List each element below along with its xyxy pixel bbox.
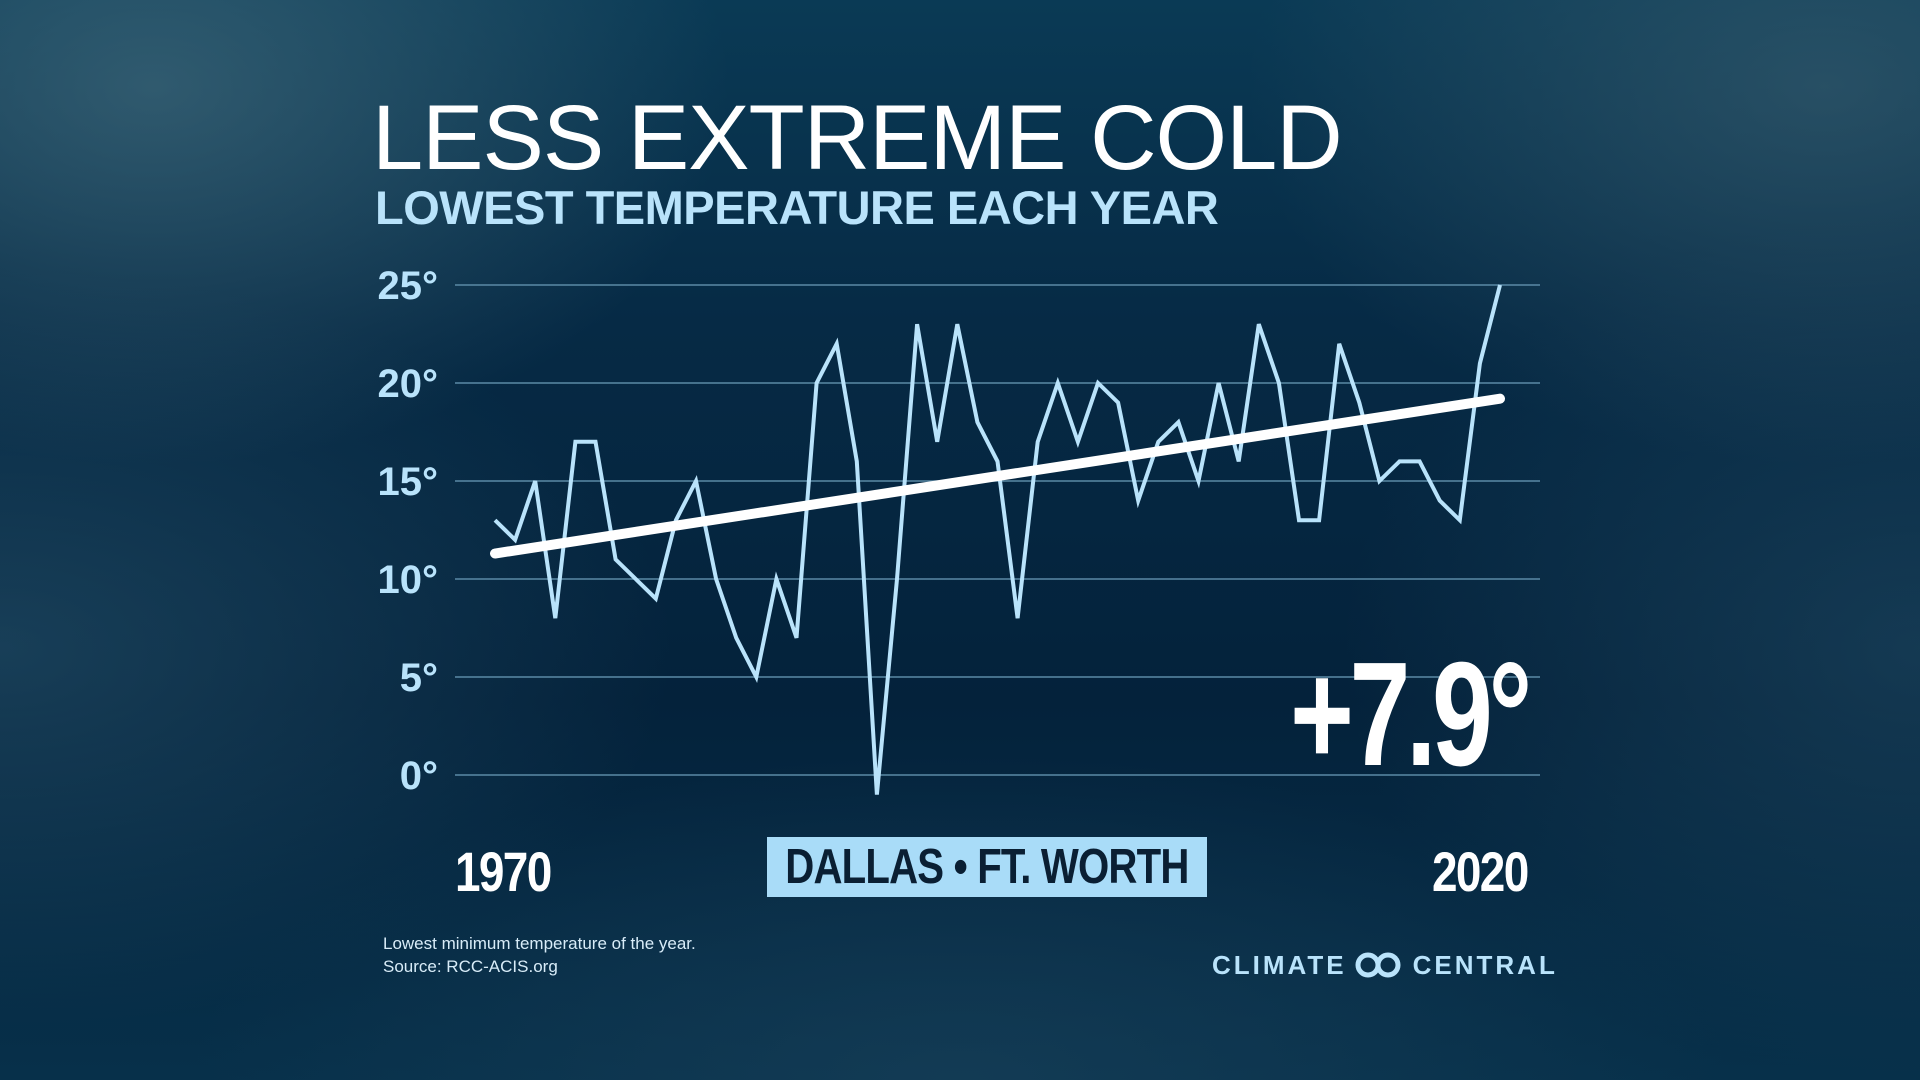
y-axis-ticks: 25° 20° 15° 10° 5° 0° xyxy=(378,264,439,798)
location-badge: DALLAS • FT. WORTH xyxy=(767,837,1207,897)
series-line-lowest-temperature xyxy=(493,284,1502,795)
chart-title: LESS EXTREME COLD xyxy=(372,87,1343,189)
y-tick-label: 15° xyxy=(378,460,439,504)
y-tick-label: 25° xyxy=(378,264,439,308)
x-axis-end-label: 2020 xyxy=(1432,840,1529,903)
y-tick-label: 10° xyxy=(378,558,439,602)
y-tick-label: 20° xyxy=(378,362,439,406)
footnote-source: Source: RCC-ACIS.org xyxy=(383,957,558,976)
footnote-description: Lowest minimum temperature of the year. xyxy=(383,934,696,953)
trend-line xyxy=(490,393,1505,559)
brand-name-left: CLIMATE xyxy=(1212,949,1347,980)
temperature-change-annotation: +7.9° xyxy=(1290,632,1532,797)
location-label: DALLAS • FT. WORTH xyxy=(785,840,1189,894)
series-group xyxy=(490,284,1505,795)
gridlines xyxy=(455,284,1540,776)
chart-subtitle: LOWEST TEMPERATURE EACH YEAR xyxy=(375,181,1219,234)
y-tick-label: 0° xyxy=(400,754,438,798)
y-tick-label: 5° xyxy=(400,656,438,700)
climate-central-logo-icon xyxy=(1355,952,1401,978)
x-axis-start-label: 1970 xyxy=(455,840,552,903)
brand-logo: CLIMATE CENTRAL xyxy=(1212,948,1558,982)
brand-name-right: CENTRAL xyxy=(1412,949,1558,980)
